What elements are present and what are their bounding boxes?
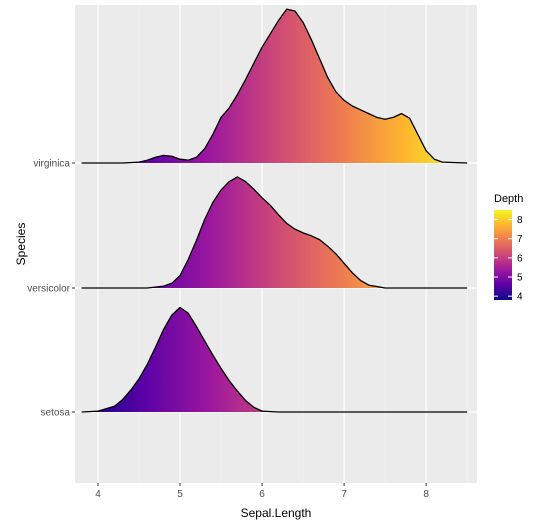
legend-tick-label: 8 xyxy=(517,215,523,226)
ridge-virginica-outline xyxy=(81,8,468,164)
legend-title: Depth xyxy=(494,193,523,205)
y-axis-title: Species xyxy=(14,223,28,266)
ridge-virginica-fill xyxy=(81,9,468,163)
x-tick-label: 6 xyxy=(259,489,265,500)
density-ridges xyxy=(81,8,468,413)
x-tick-label: 4 xyxy=(95,489,101,500)
ridge-setosa-outline xyxy=(81,306,468,413)
ridge-versicolor-fill xyxy=(81,176,468,288)
legend-tick-label: 4 xyxy=(517,292,523,303)
legend-colorbar xyxy=(494,210,512,300)
x-tick-label: 7 xyxy=(341,489,347,500)
ridge-setosa-fill xyxy=(81,307,468,412)
x-axis-title: Sepal.Length xyxy=(241,506,312,520)
legend: Depth 4 5 6 7 8 xyxy=(494,193,523,303)
ridge-versicolor-outline xyxy=(81,176,468,289)
y-tick-label: virginica xyxy=(33,159,70,170)
x-axis: 4 5 6 7 8 xyxy=(95,483,429,500)
y-tick-label: versicolor xyxy=(27,284,70,295)
y-axis: setosa versicolor virginica xyxy=(27,159,75,419)
x-tick-label: 8 xyxy=(423,489,429,500)
x-tick-label: 5 xyxy=(177,489,183,500)
legend-tick-label: 5 xyxy=(517,273,523,284)
legend-tick-label: 7 xyxy=(517,234,523,245)
y-tick-label: setosa xyxy=(41,408,71,419)
legend-tick-label: 6 xyxy=(517,253,523,264)
